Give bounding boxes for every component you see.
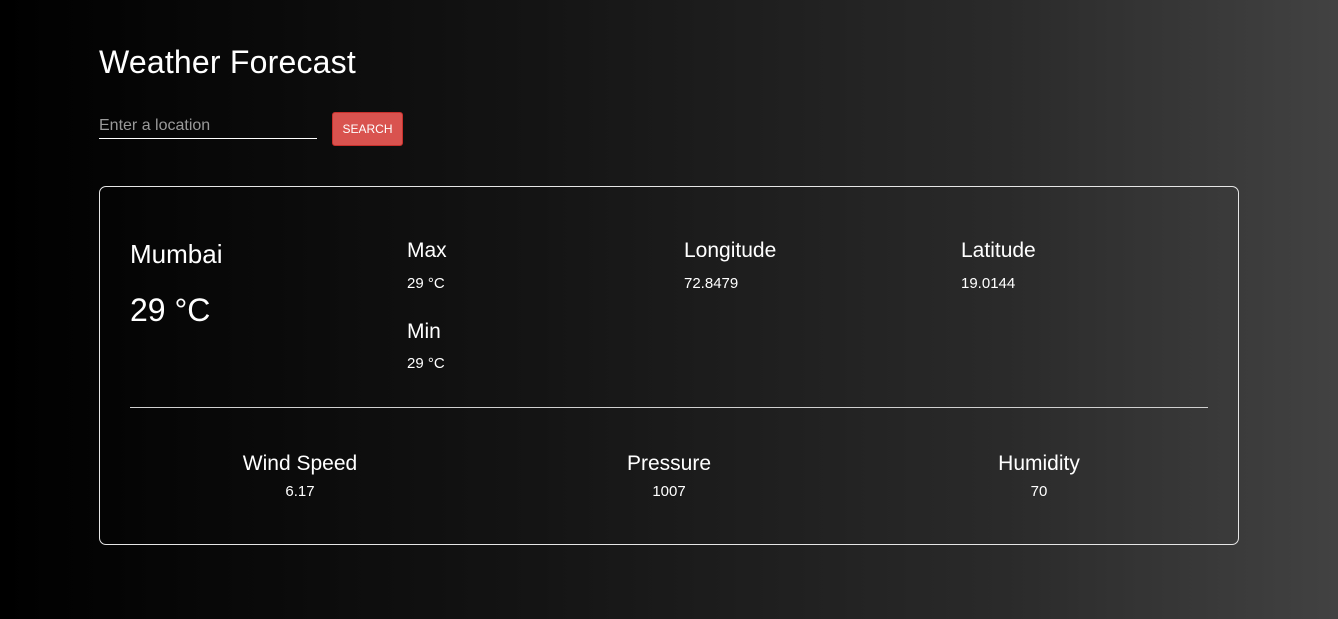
location-search-input[interactable] [99,113,317,139]
humidity-stat: Humidity 70 [889,451,1189,502]
pressure-value: 1007 [652,483,686,500]
humidity-label: Humidity [998,452,1080,475]
max-temp-value: 29 °C [407,275,445,292]
wind-speed-value: 6.17 [285,483,315,500]
longitude-value: 72.8479 [684,275,739,292]
search-button[interactable]: SEARCH [332,112,403,146]
min-temp-label: Min [407,320,441,343]
page-title: Weather Forecast [99,44,356,80]
city-name: Mumbai [130,239,223,269]
pressure-label: Pressure [626,452,712,475]
latitude-label: Latitude [961,239,1036,262]
latitude-value: 19.0144 [961,275,1016,292]
pressure-stat: Pressure 1007 [519,451,819,502]
weather-card: Mumbai 29 °C Max 29 °C Min 29 °C Longitu… [99,186,1239,545]
wind-speed-label: Wind Speed [242,452,358,475]
search-bar: SEARCH [99,112,403,146]
humidity-value: 70 [1030,483,1048,500]
wind-speed-stat: Wind Speed 6.17 [150,451,450,502]
section-divider [130,407,1208,408]
current-temperature: 29 °C [130,292,211,328]
longitude-label: Longitude [684,239,777,262]
max-temp-label: Max [407,239,447,262]
min-temp-value: 29 °C [407,355,445,372]
